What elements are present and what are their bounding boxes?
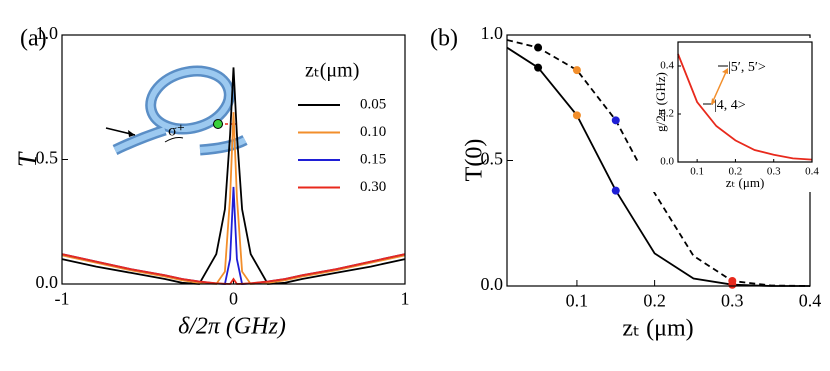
y-axis-label: T(0) (462, 139, 488, 182)
legend-title: zₜ(μm) (305, 60, 359, 82)
y-tick-label: 0.2 (660, 108, 674, 120)
y-tick-label: 0.0 (36, 272, 59, 292)
x-tick-label: 0 (229, 288, 238, 308)
panel-label: (b) (430, 26, 458, 52)
x-tick-label: -1 (55, 288, 70, 308)
data-point (534, 63, 543, 72)
data-point (534, 43, 543, 52)
legend-label: 0.15 (360, 151, 386, 167)
x-axis-label: δ/2π (GHz) (178, 314, 286, 340)
x-axis-label: zₜ (μm) (622, 316, 693, 342)
data-line (677, 53, 813, 161)
plot-frame (61, 34, 406, 285)
annotation: |5′, 5′> (728, 60, 766, 75)
annotation: |4, 4> (714, 98, 746, 113)
data-point (611, 116, 620, 125)
y-tick-label: 0.0 (481, 274, 504, 294)
data-line (61, 67, 406, 285)
y-tick-label: 0.4 (660, 60, 674, 72)
data-point (728, 276, 737, 285)
data-point (572, 111, 581, 120)
inset-background (638, 38, 816, 192)
data-point (572, 66, 581, 75)
y-tick-label: 0.5 (481, 149, 504, 169)
y-tick-label: 0.5 (36, 148, 59, 168)
data-line (61, 112, 406, 285)
annotation-arrows (703, 65, 728, 105)
data-line (61, 253, 406, 285)
y-tick-label: 1.0 (36, 23, 59, 43)
x-tick-label: 0.2 (643, 290, 666, 310)
y-tick-label: 1.0 (481, 23, 504, 43)
legend-label: 0.30 (360, 179, 386, 195)
y-axis-label: T (13, 151, 42, 167)
legend-label: 0.10 (360, 124, 386, 140)
x-tick-label: 0.4 (799, 290, 822, 310)
y-tick-label: 0.0 (660, 156, 674, 168)
x-tick-label: 0.3 (767, 165, 781, 177)
legend-label: 0.05 (360, 96, 386, 112)
data-point (611, 186, 620, 195)
x-tick-label: 0.3 (721, 290, 744, 310)
x-tick-label: 0.2 (729, 165, 743, 177)
x-tick-label: 0.1 (566, 290, 589, 310)
x-tick-label: 0.4 (805, 165, 819, 177)
data-line (506, 39, 811, 287)
plot-frame (677, 41, 813, 163)
x-tick-label: 1 (401, 288, 410, 308)
ring-illustration (105, 65, 248, 156)
x-tick-label: 0.1 (690, 165, 704, 177)
inset-y-label: g/2π (GHz) (653, 72, 668, 132)
inset-label: σ⁺ (168, 123, 185, 140)
inset-x-label: zₜ (μm) (726, 175, 765, 190)
panel-label: (a) (20, 26, 47, 52)
